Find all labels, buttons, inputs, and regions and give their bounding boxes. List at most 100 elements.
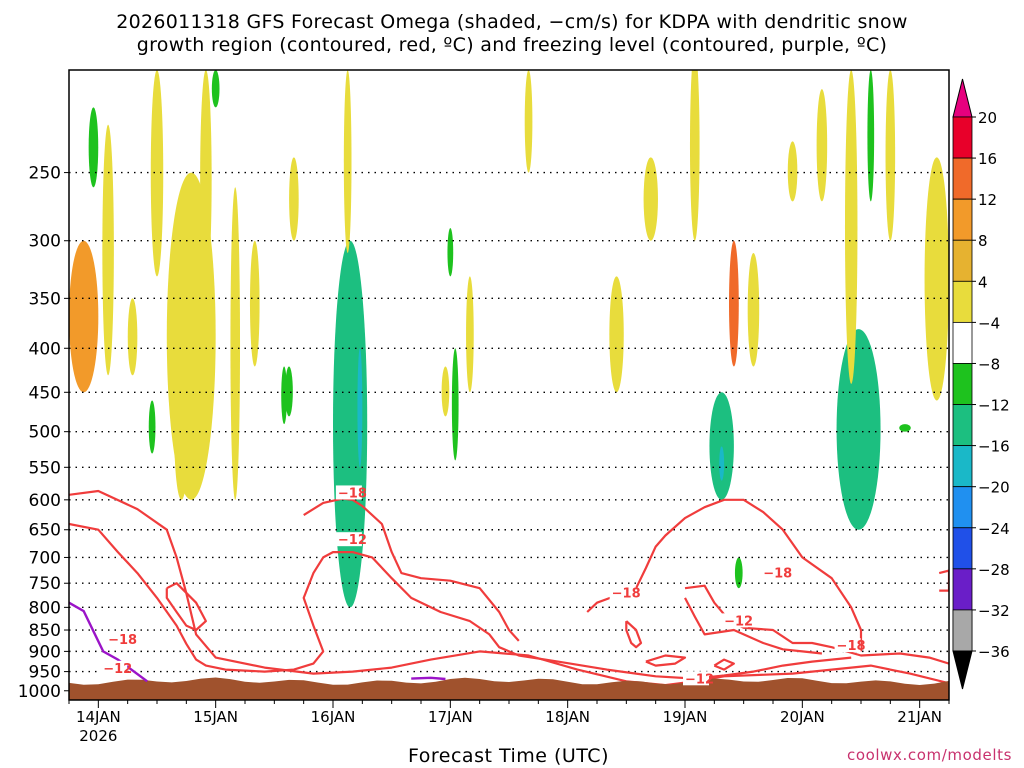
- colorbar-label-11: −28: [978, 561, 1010, 579]
- omega-streak-31: [211, 70, 220, 108]
- colorbar-label-0: 20: [978, 109, 997, 127]
- x-tick-label-18JAN: 18JAN: [545, 708, 590, 726]
- y-tick-label-600: 600: [29, 491, 61, 511]
- x-tick-label-20JAN: 20JAN: [780, 708, 825, 726]
- contour-label-2: −18: [338, 486, 367, 501]
- omega-streak-23: [689, 70, 700, 241]
- contour-label-7: −18: [837, 639, 866, 654]
- omega-streak-24: [747, 252, 760, 367]
- y-tick-label-800: 800: [29, 598, 61, 618]
- chart-title-line-2: growth region (contoured, red, ºC) and f…: [136, 34, 888, 56]
- contour-label-6: −18: [763, 567, 792, 582]
- colorbar-label-9: −20: [978, 479, 1010, 497]
- contour-label-8: −12: [685, 672, 714, 687]
- colorbar-label-5: −4: [978, 314, 1000, 332]
- contour-label-bg-3: [335, 532, 362, 547]
- contour-label-bg-0: [106, 632, 133, 647]
- dgz-contour-5: [625, 620, 643, 649]
- y-tick-label-650: 650: [29, 521, 61, 541]
- snow-growth-contours: [69, 489, 949, 687]
- omega-region-0: [69, 240, 99, 393]
- contour-label-bg-5: [722, 613, 749, 628]
- y-tick-label-700: 700: [29, 548, 61, 568]
- y-tick-label-250: 250: [29, 164, 61, 184]
- colorbar-label-12: −32: [978, 602, 1010, 620]
- y-tick-label-550: 550: [29, 458, 61, 478]
- x-tick-label-15JAN: 15JAN: [193, 708, 238, 726]
- dgz-contour-8: [645, 654, 687, 667]
- y-tick-label-750: 750: [29, 574, 61, 594]
- omega-streak-38: [899, 424, 911, 432]
- colorbar-swatch-6: [952, 363, 973, 405]
- omega-streak-25: [787, 141, 798, 202]
- y-tick-label-500: 500: [29, 423, 61, 443]
- terrain-ground: [69, 677, 949, 700]
- omega-streak-14: [230, 187, 241, 500]
- colorbar-swatch-10: [952, 527, 973, 570]
- contour-label-5: −12: [724, 614, 753, 629]
- contour-label-3: −12: [338, 533, 367, 548]
- dgz-contour-3: [165, 582, 207, 632]
- y-tick-label-900: 900: [29, 642, 61, 662]
- dgz-contour-7: [684, 597, 823, 655]
- dgz-contour-6: [684, 584, 949, 665]
- dgz-contour-10: [938, 569, 949, 592]
- omega-region-3: [357, 348, 363, 468]
- dgz-contour-0: [69, 489, 949, 687]
- colorbar-label-10: −24: [978, 520, 1010, 538]
- y-axis: 2503003504004505005506006507007508008509…: [18, 164, 69, 702]
- colorbar-swatch-11: [952, 568, 973, 611]
- colorbar-swatch-1: [952, 157, 973, 200]
- omega-shading: [69, 70, 949, 608]
- y-tick-label-400: 400: [29, 339, 61, 359]
- omega-streak-34: [451, 348, 459, 461]
- colorbar-label-4: 4: [978, 273, 988, 291]
- contour-label-bg-7: [834, 638, 861, 653]
- x-tick-label-16JAN: 16JAN: [311, 708, 356, 726]
- omega-streak-18: [441, 366, 450, 417]
- omega-region-4: [709, 392, 734, 500]
- contour-label-bg-2: [335, 485, 362, 500]
- contour-label-bg-8: [683, 671, 709, 686]
- contour-label-bg-1: [101, 660, 128, 675]
- contour-label-bg-4: [609, 585, 636, 600]
- colorbar-label-1: 16: [978, 150, 997, 168]
- colorbar-swatch-7: [952, 404, 973, 447]
- omega-region-5: [719, 446, 725, 481]
- dgz-contour-9: [713, 658, 735, 671]
- omega-streak-10: [127, 298, 138, 376]
- x-tick-label-21JAN: 21JAN: [897, 708, 942, 726]
- colorbar-swatch-5: [952, 321, 973, 364]
- omega-streak-17: [343, 70, 352, 253]
- credit-link[interactable]: coolwx.com/modelts: [847, 746, 1012, 764]
- contour-labels: −18 −12 −18 −12 −18 −12 −18 −18 −12: [101, 485, 866, 687]
- omega-streak-37: [734, 557, 743, 589]
- colorbar-swatch-3: [952, 239, 973, 282]
- colorbar-label-3: 8: [978, 232, 988, 250]
- omega-streak-22: [643, 157, 658, 241]
- colorbar-bottom-arrow: [952, 650, 973, 690]
- dgz-contour-1: [69, 522, 852, 680]
- omega-streak-30: [148, 400, 156, 454]
- omega-streak-26: [816, 89, 828, 202]
- colorbar-label-2: 12: [978, 191, 997, 209]
- colorbar-label-7: −12: [978, 397, 1010, 415]
- contour-label-1: −12: [103, 662, 132, 677]
- colorbar-swatch-last: [952, 609, 973, 652]
- x-tick-label-19JAN: 19JAN: [663, 708, 708, 726]
- freezing-level-line: [69, 601, 148, 683]
- freezing-level-contour: [69, 601, 446, 683]
- colorbar-swatch-2: [952, 198, 973, 241]
- y-tick-label-300: 300: [29, 232, 61, 252]
- colorbar-label-8: −16: [978, 438, 1010, 456]
- omega-streak-13: [200, 70, 212, 288]
- ground-fill: [69, 677, 949, 700]
- colorbar-swatch-4: [952, 280, 973, 323]
- omega-streak-15: [249, 240, 260, 367]
- colorbar-label-13: −36: [978, 643, 1010, 661]
- x-tick-year: 2026: [79, 727, 117, 745]
- colorbar-top-arrow: [952, 78, 973, 118]
- colorbar-swatch-8: [952, 445, 973, 488]
- omega-streak-11: [150, 70, 164, 277]
